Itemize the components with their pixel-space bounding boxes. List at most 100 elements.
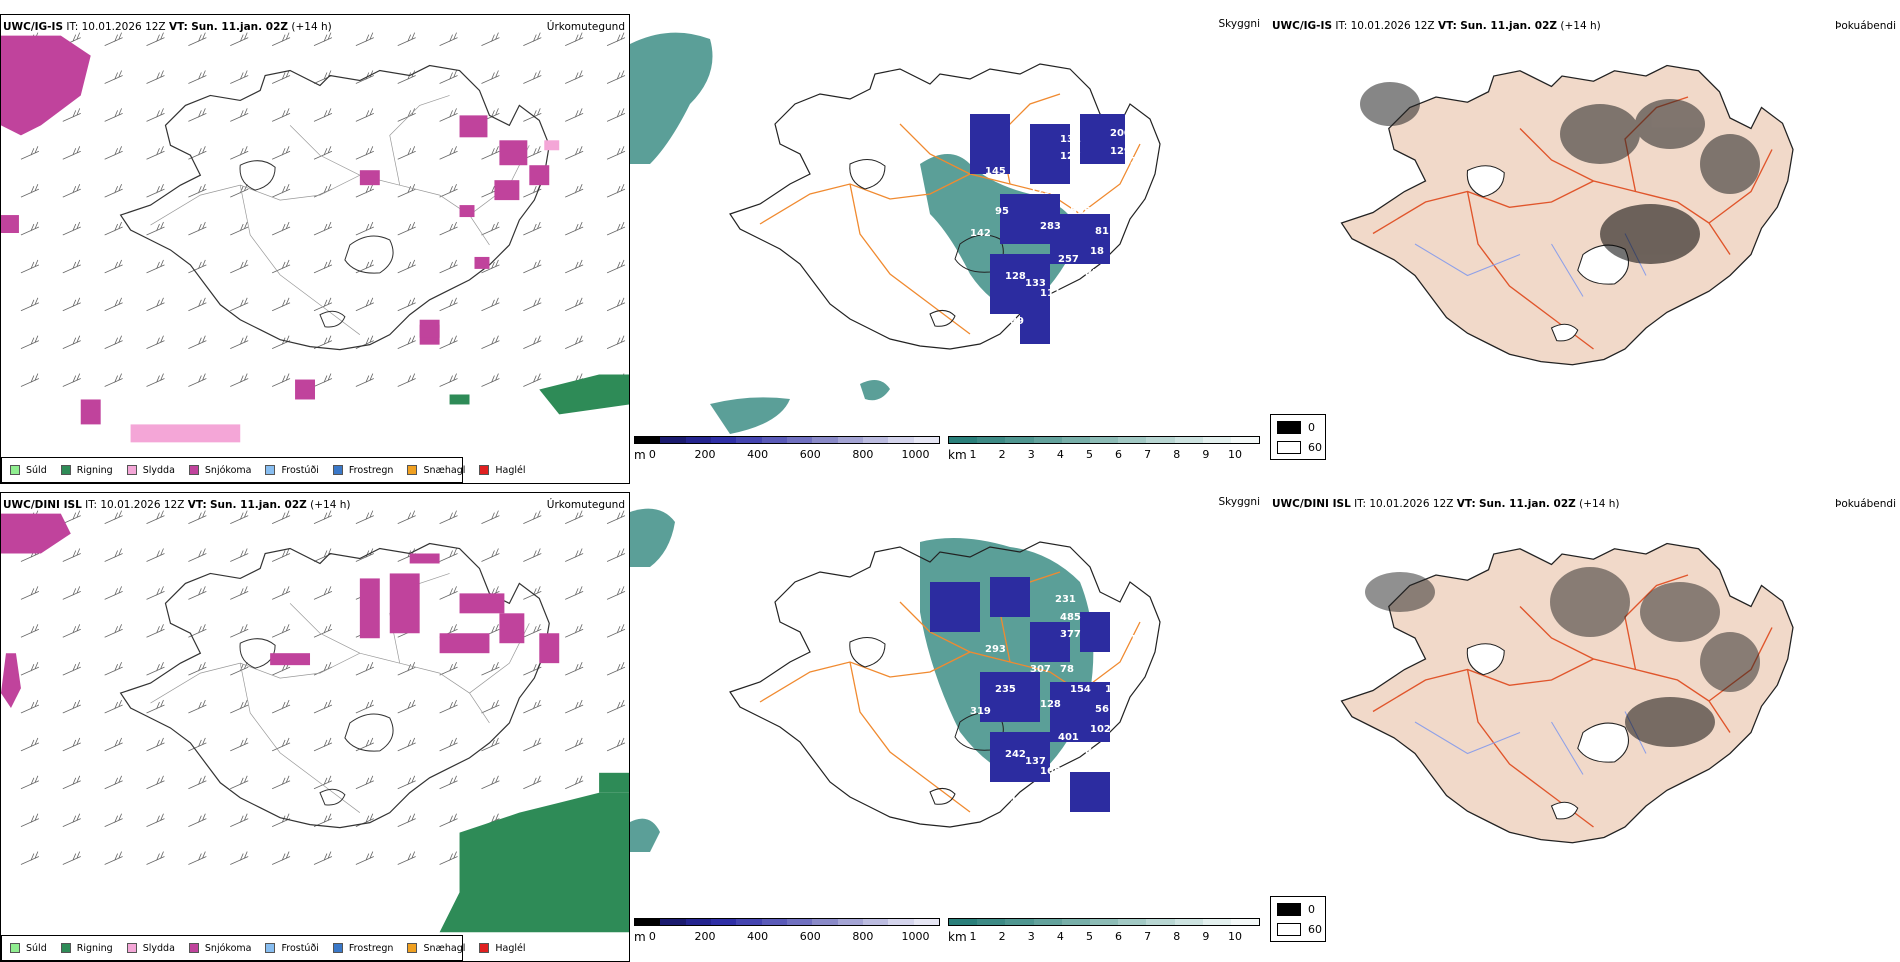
- wind-barb: [188, 70, 207, 84]
- wind-barb: [146, 624, 165, 638]
- colorbar-cell: [1005, 437, 1034, 443]
- ceiling-value-label: 154: [1070, 684, 1091, 695]
- colorbar-tick-label: 0: [648, 930, 656, 943]
- wind-barb: [146, 70, 165, 84]
- panel-parameter-label: Þokuábendi: [1835, 20, 1896, 32]
- wind-barb: [523, 624, 542, 638]
- wind-barb: [355, 662, 374, 676]
- colorbar-cell: [660, 437, 686, 443]
- wind-barb: [104, 775, 123, 790]
- wind-barb: [230, 108, 249, 122]
- wind-barb: [230, 737, 249, 752]
- fog-shading: [1365, 567, 1760, 747]
- ceiling-value-label: 127: [1060, 151, 1081, 162]
- wind-barb: [606, 32, 626, 46]
- wind-barb: [104, 813, 123, 828]
- panel-title: UWC/IG-IS IT: 10.01.2026 12Z VT: Sun. 11…: [1272, 20, 1601, 32]
- wind-barb: [355, 221, 374, 236]
- wind-barb: [146, 184, 165, 198]
- colorbar-tick-label: 400: [747, 448, 769, 461]
- wind-barb: [146, 32, 165, 46]
- legend-label: Slydda: [142, 942, 175, 954]
- wind-barb: [62, 775, 81, 790]
- ceiling-value-label: 446: [1060, 186, 1081, 197]
- wind-barb: [62, 699, 81, 714]
- wind-barb: [62, 373, 81, 387]
- wind-barb-field: [20, 32, 626, 387]
- ceiling-value-label: 142: [970, 228, 991, 239]
- wind-barb: [104, 259, 123, 274]
- wind-barb: [397, 32, 416, 46]
- wind-barb: [146, 510, 165, 524]
- wind-barb: [230, 297, 249, 312]
- wind-barb: [565, 108, 584, 122]
- legend-swatch: [332, 943, 343, 953]
- wind-barb: [565, 624, 584, 638]
- low-ceiling-areas: [930, 577, 1110, 812]
- panel-parameter-label: Skyggni: [1218, 496, 1261, 508]
- wind-barb: [439, 297, 458, 312]
- wind-barb: [606, 108, 626, 122]
- ceiling-value-label: 85: [1085, 268, 1099, 279]
- colorbar-cell: [1118, 437, 1147, 443]
- wind-barb: [62, 146, 81, 160]
- wind-barb: [146, 221, 165, 236]
- wind-barb: [230, 32, 249, 46]
- low-ceiling-areas: [970, 114, 1125, 344]
- wind-barb: [230, 775, 249, 790]
- ceiling-colorbar: 0 200 400 600 800 1000 m: [634, 436, 940, 466]
- wind-barb: [355, 297, 374, 312]
- ceiling-value-label: 401: [1058, 732, 1079, 743]
- wind-barb: [20, 624, 40, 638]
- colorbar-tick-label: 10: [1228, 930, 1243, 943]
- colorbar-cell: [1146, 919, 1175, 925]
- wind-barb: [230, 146, 249, 160]
- rain-areas: [449, 374, 629, 415]
- colorbar-cell: [1089, 919, 1119, 925]
- colorbar-cell: [888, 919, 914, 925]
- wind-barb: [62, 259, 81, 274]
- wind-barb: [104, 699, 123, 714]
- wind-barb: [20, 586, 40, 600]
- wind-barb: [313, 624, 333, 638]
- wind-barb: [606, 184, 626, 198]
- wind-barb: [439, 146, 458, 160]
- wind-barb: [565, 146, 584, 160]
- colorbar-cell: [1089, 437, 1119, 443]
- wind-barb: [146, 813, 165, 828]
- legend-swatch: [407, 943, 418, 953]
- wind-barb: [104, 586, 123, 600]
- legend-swatch: [60, 465, 71, 475]
- ceiling-value-label: 128: [1040, 699, 1061, 710]
- wind-barb: [188, 510, 207, 524]
- wind-barb: [188, 184, 207, 198]
- legend-label: Snjókoma: [204, 942, 252, 954]
- legend-label: Frostúði: [281, 942, 319, 954]
- wind-barb: [481, 221, 500, 236]
- ceiling-value-label: 257: [1058, 254, 1079, 265]
- ceiling-value-label: 201: [1110, 624, 1131, 635]
- wind-barb: [104, 662, 123, 676]
- legend-item: Frostregn: [332, 465, 393, 476]
- colorbar-tick-label: 1: [969, 448, 977, 461]
- wind-barb: [230, 699, 249, 714]
- legend-label: Haglél: [495, 464, 526, 476]
- wind-barb: [355, 32, 374, 46]
- wind-barb: [230, 624, 249, 638]
- wind-barb: [355, 775, 374, 790]
- wind-barb: [606, 297, 626, 312]
- ceiling-value-label: 231: [1055, 594, 1076, 605]
- ceiling-value-label: 289: [1110, 606, 1131, 617]
- colorbar-cell: [1033, 919, 1062, 925]
- wind-barb: [397, 184, 416, 198]
- wind-barb: [355, 851, 374, 865]
- wind-barb: [62, 624, 81, 638]
- wind-barb: [313, 146, 333, 160]
- wind-barb: [104, 32, 123, 46]
- wind-barb: [606, 548, 626, 562]
- wind-barb: [20, 813, 40, 828]
- wind-barb: [188, 108, 207, 122]
- wind-barb: [355, 259, 374, 274]
- legend-item: Rigning: [60, 465, 113, 476]
